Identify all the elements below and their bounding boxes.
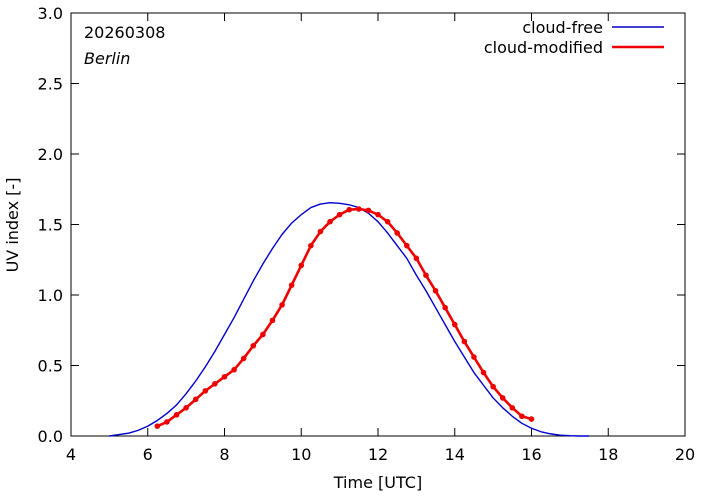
data-point-cloud-modified	[192, 396, 199, 403]
legend: cloud-free cloud-modified	[484, 18, 664, 57]
data-point-cloud-modified	[394, 230, 400, 236]
date-annotation: 20260308	[84, 23, 165, 42]
data-point-cloud-modified	[442, 304, 448, 311]
data-point-cloud-modified	[250, 342, 257, 349]
x-tick-label: 4	[66, 445, 76, 464]
data-point-cloud-modified	[202, 388, 209, 394]
x-tick-label: 16	[521, 445, 541, 464]
data-point-cloud-modified	[471, 354, 477, 360]
y-tick-label: 2.0	[38, 145, 63, 164]
data-point-cloud-modified	[308, 242, 314, 249]
data-point-cloud-modified	[212, 381, 218, 387]
data-point-cloud-modified	[240, 355, 247, 362]
y-axis-label: UV index [-]	[3, 178, 22, 273]
data-point-cloud-modified	[269, 317, 276, 324]
plot-frame	[70, 12, 686, 437]
x-tick-label: 12	[368, 445, 388, 464]
data-point-cloud-modified	[490, 383, 496, 390]
data-point-cloud-modified	[480, 369, 487, 376]
data-point-cloud-modified	[260, 331, 266, 338]
data-point-cloud-modified	[317, 228, 324, 235]
data-point-cloud-modified	[375, 211, 381, 218]
data-point-cloud-modified	[356, 206, 362, 212]
data-point-cloud-modified	[327, 218, 333, 225]
y-tick-label: 0.0	[38, 427, 63, 446]
location-annotation: Berlin	[84, 49, 130, 68]
y-tick-label: 1.0	[38, 286, 63, 305]
data-point-cloud-modified	[173, 412, 180, 418]
data-point-cloud-modified	[413, 255, 420, 262]
x-axis-label: Time [UTC]	[333, 473, 422, 492]
data-point-cloud-modified	[279, 302, 285, 308]
data-point-cloud-modified	[365, 207, 372, 214]
data-point-cloud-modified	[384, 218, 391, 225]
data-point-cloud-modified	[288, 282, 295, 288]
data-point-cloud-modified	[499, 395, 506, 401]
data-point-cloud-modified	[509, 405, 516, 411]
data-point-cloud-modified	[154, 423, 161, 429]
series-line-cloud-free	[109, 201, 590, 437]
legend-label-cloud-free: cloud-free	[522, 18, 603, 37]
data-point-cloud-modified	[183, 405, 189, 411]
data-point-cloud-modified	[231, 366, 237, 373]
data-point-cloud-modified	[519, 413, 525, 420]
data-point-cloud-modified	[164, 419, 170, 425]
data-point-cloud-modified	[346, 206, 353, 213]
x-tick-label: 14	[445, 445, 465, 464]
data-point-cloud-modified	[403, 242, 410, 249]
data-point-cloud-modified	[432, 287, 439, 294]
data-point-cloud-modified	[461, 338, 468, 345]
y-tick-label: 1.5	[38, 216, 63, 235]
x-tick-label: 6	[143, 445, 153, 464]
data-point-cloud-modified	[451, 321, 458, 328]
x-tick-label: 8	[219, 445, 229, 464]
y-tick-label: 0.5	[38, 357, 63, 376]
data-point-cloud-modified	[423, 272, 429, 279]
y-tick-label: 2.5	[38, 75, 63, 94]
y-tick-label: 3.0	[38, 4, 63, 23]
x-tick-label: 20	[675, 445, 695, 464]
x-tick-label: 18	[598, 445, 618, 464]
data-point-cloud-modified	[221, 373, 228, 380]
legend-label-cloud-modified: cloud-modified	[484, 38, 603, 57]
data-point-cloud-modified	[336, 211, 343, 218]
data-point-cloud-modified	[528, 416, 535, 422]
x-tick-label: 10	[291, 445, 311, 464]
series-line-cloud-modified	[156, 207, 532, 428]
data-point-cloud-modified	[298, 262, 305, 269]
